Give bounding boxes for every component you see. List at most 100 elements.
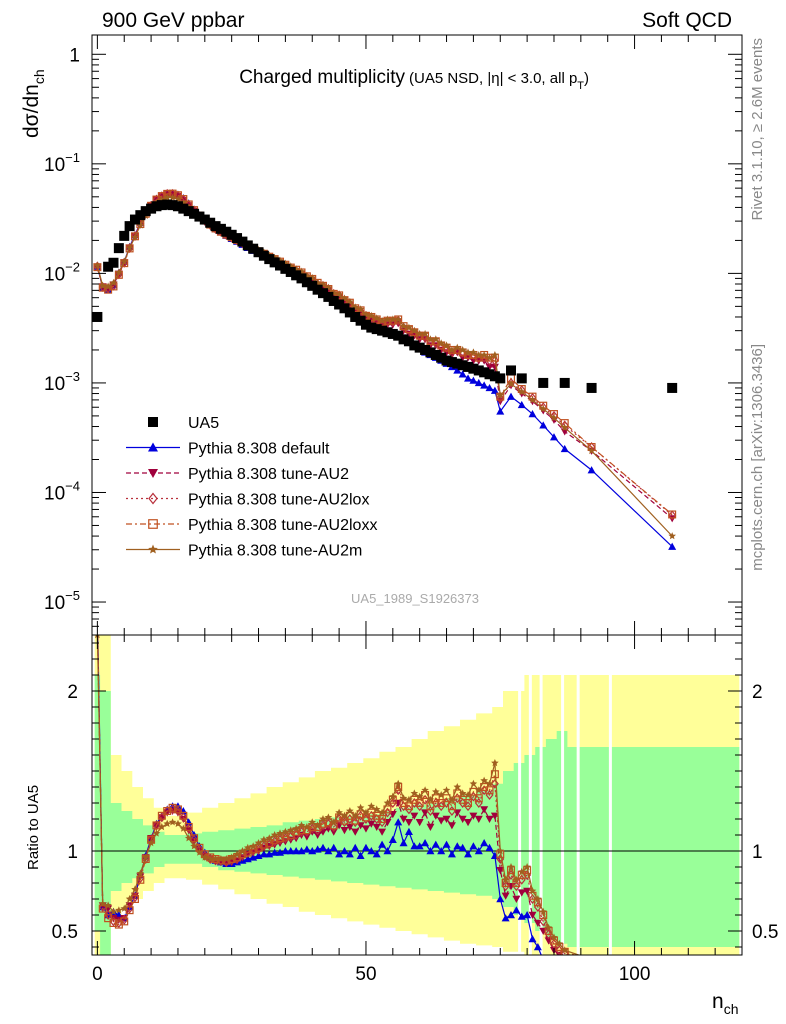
series-point bbox=[507, 392, 516, 400]
series-point bbox=[399, 322, 408, 330]
ratio-point bbox=[329, 818, 338, 826]
ratio-point bbox=[318, 843, 327, 851]
ratio-point bbox=[448, 795, 456, 803]
data-point bbox=[425, 347, 436, 358]
series-point bbox=[496, 407, 505, 415]
ratio-point bbox=[512, 906, 521, 914]
ratio-point bbox=[383, 807, 392, 818]
series-point bbox=[480, 381, 489, 389]
legend-entry: Pythia 8.308 tune-AU2m bbox=[126, 543, 362, 560]
ratio-y-tick-label: 1 bbox=[67, 842, 78, 863]
band-gap bbox=[576, 635, 580, 955]
ratio-point bbox=[104, 901, 112, 909]
ratio-point bbox=[485, 843, 494, 851]
data-point bbox=[301, 277, 312, 288]
ratio-point bbox=[201, 853, 209, 861]
spectrum-panel: 1 10−1 10−2 10−3 10−4 10−5 Charged multiplici… bbox=[20, 34, 743, 636]
series-line bbox=[96, 193, 673, 519]
series-point bbox=[539, 404, 547, 413]
ratio-panel: 0 50 100 2 2 1 1 0.5 0.5 Ratio to UA5 nch bbox=[25, 634, 778, 1017]
ratio-point bbox=[329, 828, 338, 836]
ratio-point bbox=[351, 828, 360, 836]
data-point bbox=[355, 315, 366, 326]
ratio-point bbox=[458, 843, 467, 851]
ratio-point bbox=[469, 779, 478, 787]
data-point bbox=[199, 214, 210, 225]
data-point bbox=[430, 349, 441, 360]
data-point bbox=[156, 200, 167, 211]
ratio-axes: 0 50 100 2 2 1 1 0.5 0.5 bbox=[52, 635, 778, 985]
data-point bbox=[119, 230, 130, 241]
ratio-point bbox=[211, 855, 220, 863]
series-point bbox=[550, 410, 558, 421]
ratio-point bbox=[394, 818, 403, 826]
x-tick-label: 100 bbox=[619, 964, 651, 985]
ratio-point bbox=[313, 821, 322, 829]
data-point bbox=[253, 247, 264, 258]
data-point bbox=[317, 288, 328, 299]
ratio-point bbox=[125, 906, 134, 915]
ratio-point bbox=[517, 867, 526, 875]
ratio-point bbox=[469, 812, 478, 820]
ratio-point bbox=[362, 808, 370, 816]
ratio-point bbox=[550, 933, 558, 941]
ratio-point bbox=[464, 791, 472, 799]
data-point bbox=[248, 243, 259, 254]
data-point bbox=[667, 382, 678, 393]
ratio-point bbox=[490, 778, 499, 789]
ratio-point bbox=[533, 943, 542, 951]
header-right: Soft QCD bbox=[642, 9, 732, 32]
y-tick-label: 10−4 bbox=[44, 478, 80, 504]
spectrum-axes: 1 10−1 10−2 10−3 10−4 10−5 bbox=[44, 35, 743, 635]
ratio-point bbox=[458, 789, 467, 797]
series-point bbox=[496, 391, 505, 399]
legend-entry: Pythia 8.308 tune-AU2 bbox=[126, 466, 349, 483]
data-point bbox=[269, 257, 280, 268]
ratio-point bbox=[442, 840, 451, 848]
ratio-point bbox=[668, 984, 676, 991]
band-gap bbox=[539, 635, 543, 955]
ratio-point bbox=[544, 923, 553, 931]
ratio-point bbox=[560, 946, 569, 954]
legend-marker bbox=[148, 544, 158, 554]
ratio-point bbox=[292, 847, 301, 855]
ratio-pythia-8-308-default bbox=[97, 635, 542, 955]
data-point bbox=[414, 342, 425, 353]
series-line bbox=[96, 193, 673, 516]
ratio-point bbox=[464, 850, 473, 858]
data-point bbox=[178, 203, 189, 214]
series-pythia-8-308-tune-au2m bbox=[93, 193, 676, 540]
ratio-point bbox=[378, 840, 387, 848]
ratio-point bbox=[190, 842, 198, 850]
ratio-point bbox=[437, 791, 445, 799]
ratio-point bbox=[361, 843, 370, 851]
series-point bbox=[442, 341, 451, 349]
series-point bbox=[131, 233, 139, 241]
ratio-point bbox=[141, 853, 150, 861]
ratio-point bbox=[555, 939, 564, 947]
series-point bbox=[168, 193, 177, 201]
data-point bbox=[344, 307, 355, 318]
series-point bbox=[458, 370, 467, 378]
data-point bbox=[387, 328, 398, 339]
data-point bbox=[479, 367, 490, 378]
data-point bbox=[339, 303, 350, 314]
ratio-point bbox=[131, 885, 139, 893]
ratio-point bbox=[345, 850, 354, 858]
ratio-point bbox=[340, 811, 349, 819]
ratio-point bbox=[410, 789, 419, 797]
ratio-point bbox=[447, 850, 456, 858]
ratio-line bbox=[96, 635, 562, 955]
ratio-point bbox=[437, 798, 446, 807]
series-line bbox=[96, 196, 673, 537]
ratio-point bbox=[528, 894, 537, 904]
ratio-point bbox=[496, 847, 505, 855]
data-point bbox=[489, 371, 500, 382]
ratio-point bbox=[534, 895, 542, 903]
ratio-point bbox=[512, 875, 521, 883]
ratio-point bbox=[550, 938, 558, 949]
ratio-point bbox=[415, 819, 424, 827]
ratio-point bbox=[98, 899, 107, 907]
series-point bbox=[104, 282, 112, 290]
ratio-point bbox=[254, 839, 263, 847]
